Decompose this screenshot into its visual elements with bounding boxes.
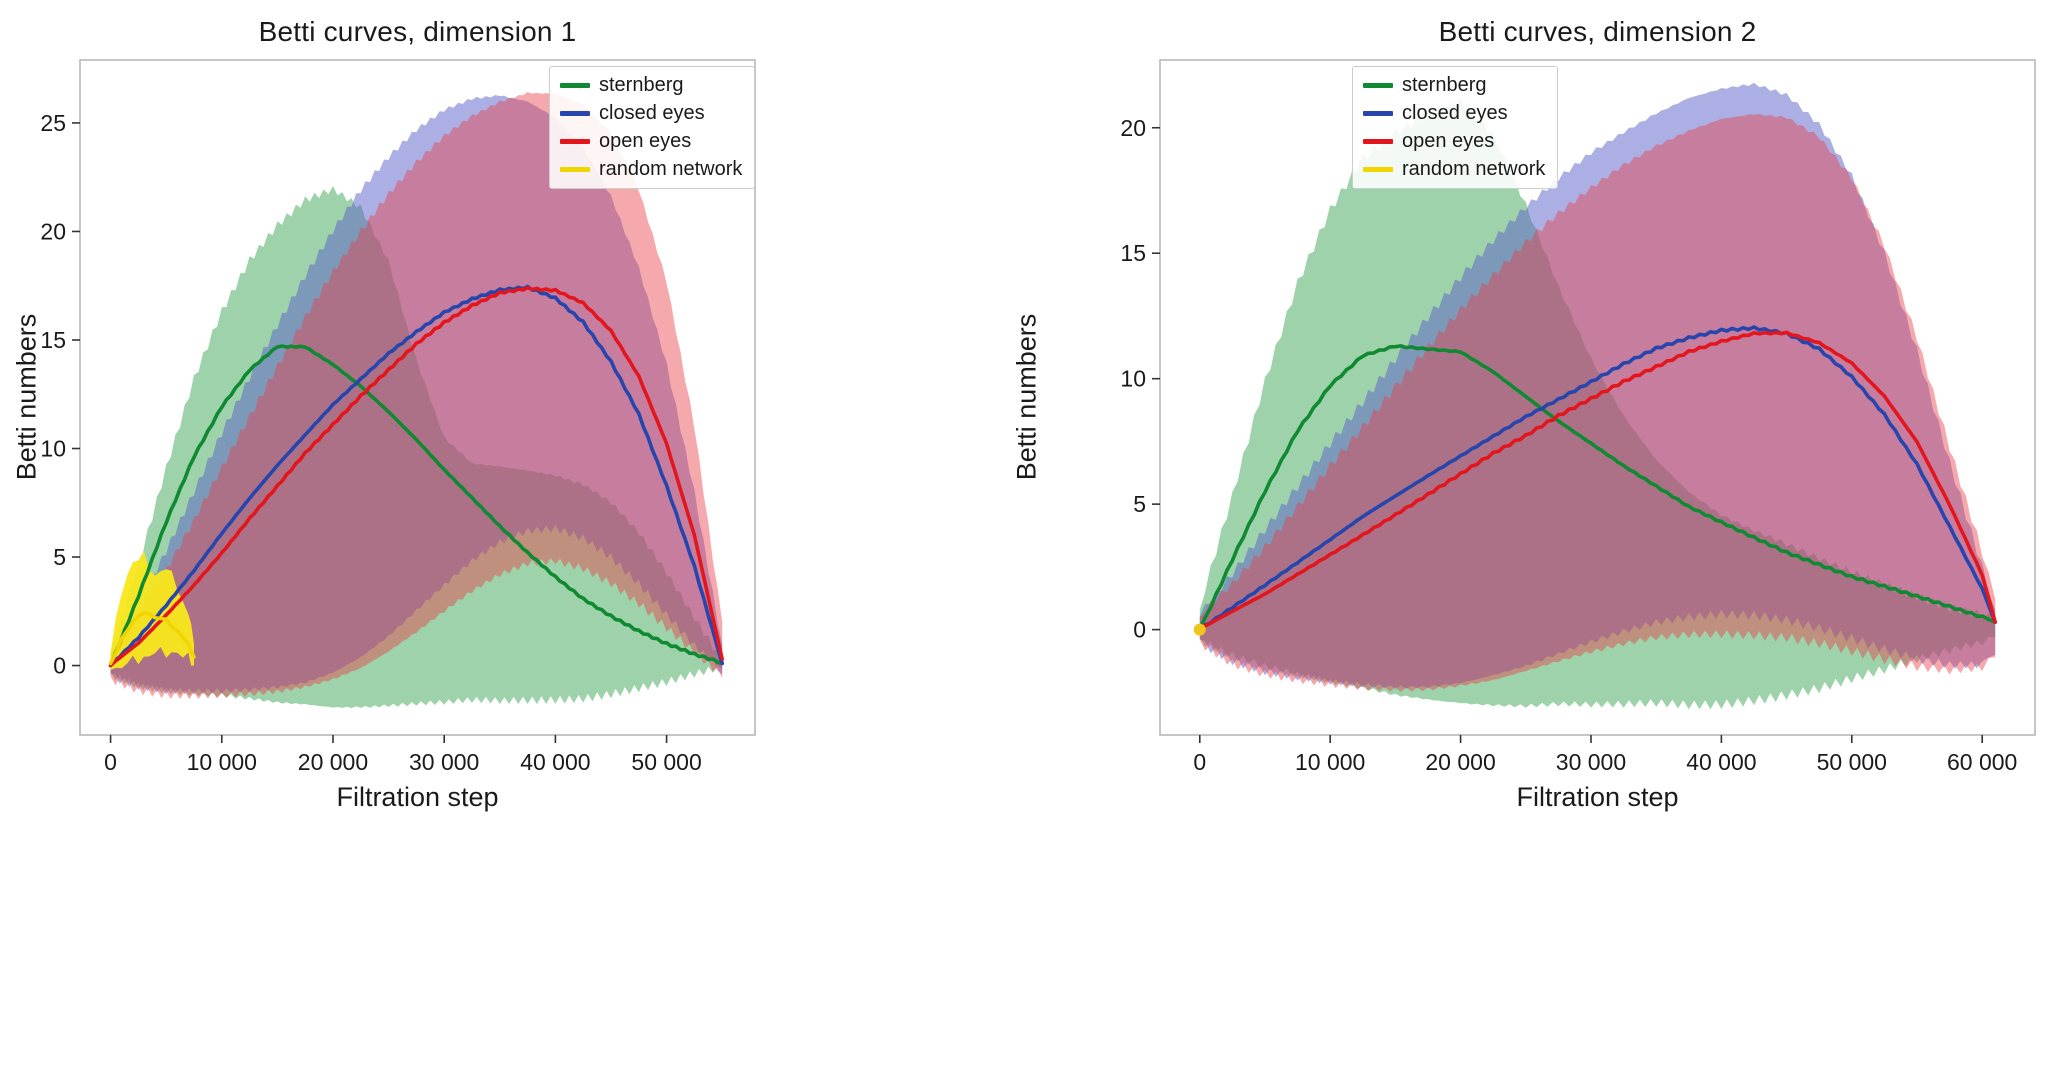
- x-tick-label: 30 000: [409, 749, 479, 775]
- y-tick-label: 20: [40, 218, 66, 244]
- x-axis-label-dim2: Filtration step: [1516, 782, 1679, 812]
- random-network-curve: [108, 611, 196, 666]
- y-tick-label: 0: [53, 653, 66, 679]
- x-tick-label: 20 000: [298, 749, 368, 775]
- open-eyes-curve: [1198, 330, 1997, 632]
- x-tick-label: 50 000: [631, 749, 701, 775]
- legend-dim1: sternberg closed eyes open eyes random netw…: [549, 66, 756, 189]
- closed-eyes-curve: [108, 284, 724, 668]
- y-tick-label: 5: [1133, 491, 1146, 517]
- legend-entry: closed eyes: [560, 102, 742, 125]
- legend-label: random network: [1402, 158, 1546, 180]
- legend-entry: open eyes: [560, 130, 742, 153]
- open-eyes-curve: [108, 285, 724, 668]
- legend-entry: open eyes: [1363, 130, 1545, 153]
- legend-entry: closed eyes: [1363, 102, 1545, 125]
- legend-swatch: [1363, 83, 1393, 88]
- y-tick-label: 10: [1120, 366, 1146, 392]
- random-network-marker: [1193, 623, 1206, 636]
- x-tick-label: 50 000: [1817, 749, 1887, 775]
- y-tick-label: 15: [40, 327, 66, 353]
- y-tick-label: 10: [40, 436, 66, 462]
- legend-swatch: [1363, 111, 1393, 116]
- closed-eyes-band: [110, 95, 723, 695]
- betti-figure-dim2: Betti curves, dimension 2 Betti numbers …: [1000, 0, 2067, 1092]
- legend-swatch: [1363, 167, 1393, 172]
- legend-entry: random network: [1363, 158, 1545, 181]
- x-tick-label: 10 000: [1295, 749, 1365, 775]
- legend-dim2: sternberg closed eyes open eyes random netw…: [1352, 66, 1559, 189]
- x-axis-label-dim1: Filtration step: [336, 782, 499, 812]
- closed-eyes-band: [1199, 82, 1996, 689]
- y-tick-label: 0: [1133, 617, 1146, 643]
- legend-entry: sternberg: [1363, 74, 1545, 97]
- x-tick-label: 0: [1193, 749, 1206, 775]
- open-eyes-band: [1199, 113, 1996, 692]
- plot-frame: [79, 59, 756, 736]
- plot-frame: [1159, 59, 2036, 736]
- x-tick-label: 40 000: [520, 749, 590, 775]
- y-tick-label: 20: [1120, 115, 1146, 141]
- y-tick-label: 15: [1120, 240, 1146, 266]
- legend-swatch: [560, 167, 590, 172]
- legend-swatch: [560, 83, 590, 88]
- legend-label: sternberg: [1402, 74, 1487, 96]
- legend-swatch: [560, 111, 590, 116]
- x-tick-label: 60 000: [1947, 749, 2017, 775]
- sternberg-curve: [1198, 344, 1997, 632]
- legend-label: random network: [599, 158, 743, 180]
- y-tick-label: 25: [40, 110, 66, 136]
- y-tick-label: 5: [53, 544, 66, 570]
- legend-label: closed eyes: [599, 102, 705, 124]
- x-tick-label: 20 000: [1425, 749, 1495, 775]
- x-tick-label: 0: [104, 749, 117, 775]
- random-network-band: [110, 551, 194, 670]
- x-tick-label: 40 000: [1686, 749, 1756, 775]
- closed-eyes-curve: [1198, 325, 1997, 632]
- sternberg-curve: [108, 344, 724, 668]
- chart-title-dim2: Betti curves, dimension 2: [1438, 16, 1757, 47]
- open-eyes-band: [110, 92, 723, 700]
- legend-entry: sternberg: [560, 74, 742, 97]
- plot-area-dim2: 0 10 000 20 000 30 000 40 000 50 000 60 000 0 5 1…: [1120, 59, 2036, 775]
- legend-swatch: [560, 139, 590, 144]
- legend-swatch: [1363, 139, 1393, 144]
- legend-label: open eyes: [599, 130, 692, 152]
- legend-label: sternberg: [599, 74, 684, 96]
- legend-label: closed eyes: [1402, 102, 1508, 124]
- chart-title-dim1: Betti curves, dimension 1: [258, 16, 577, 47]
- legend-label: open eyes: [1402, 130, 1495, 152]
- betti-figure-dim1: Betti curves, dimension 1 Betti numbers …: [0, 0, 1000, 1092]
- x-tick-label: 10 000: [187, 749, 257, 775]
- x-tick-label: 30 000: [1556, 749, 1626, 775]
- plot-area-dim1: 0 10 000 20 000 30 000 40 000 50 000 0 5 10 15 20 2…: [40, 59, 756, 775]
- legend-entry: random network: [560, 158, 742, 181]
